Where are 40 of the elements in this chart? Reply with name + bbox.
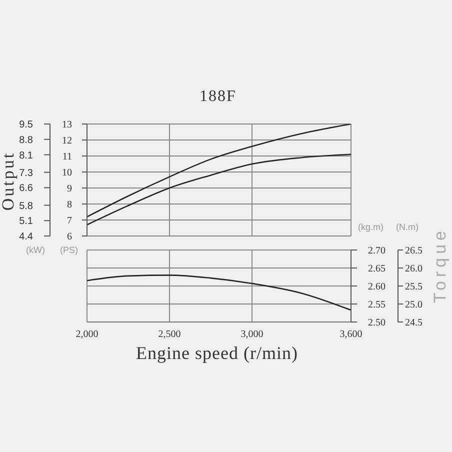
y-tick-label: 9.5 — [19, 120, 34, 131]
line-series — [87, 274, 351, 311]
text: (N.m) — [396, 222, 418, 233]
y2-tick-label: 11 — [62, 152, 72, 163]
y2-tick-label: 12 — [62, 136, 72, 147]
text: (PS) — [60, 245, 78, 256]
y2-tick-label: 10 — [62, 168, 72, 179]
y-tick-label: 26.5 — [405, 246, 422, 257]
y2-tick-label: 13 — [62, 120, 72, 131]
y-tick-label: 8.1 — [19, 150, 34, 162]
y-tick-label: 25.5 — [405, 282, 422, 293]
x-tick-label: 3,600 — [340, 329, 362, 340]
y-tick-label: 6.6 — [19, 183, 34, 194]
y-tick-label: 7.3 — [19, 168, 34, 179]
x-tick-label: 3,000 — [240, 329, 264, 340]
x-tick-label: 2,500 — [158, 329, 181, 340]
y-tick-label: 8.8 — [19, 134, 34, 146]
x-tick-label: 2,000 — [76, 329, 98, 340]
chart-title: 188F — [200, 88, 236, 106]
y2-tick-label: 2.50 — [368, 318, 386, 329]
y-axis-title: Torque — [430, 227, 450, 303]
y2-tick-label: 9 — [67, 184, 72, 195]
y-axis-title: Output — [0, 151, 18, 211]
y2-tick-label: 2.55 — [368, 300, 386, 311]
line-series — [87, 154, 351, 226]
text: (kW) — [26, 245, 45, 256]
y-tick-label: 5.1 — [19, 216, 34, 228]
x-axis-title: Engine speed (r/min) — [136, 343, 298, 363]
y2-tick-label: 8 — [67, 200, 72, 211]
y2-tick-label: 2.60 — [368, 282, 386, 293]
text: (kg.m) — [358, 222, 384, 233]
y-tick-label: 4.4 — [19, 232, 34, 243]
y2-tick-label: 7 — [67, 216, 72, 227]
y-tick-label: 24.5 — [405, 318, 422, 329]
y-tick-label: 25.0 — [405, 300, 422, 311]
y2-tick-label: 2.70 — [368, 246, 386, 257]
y-tick-label: 5.8 — [19, 200, 34, 212]
y2-tick-label: 6 — [67, 232, 72, 243]
y-tick-label: 26.0 — [405, 264, 422, 275]
y2-tick-label: 2.65 — [368, 264, 386, 275]
